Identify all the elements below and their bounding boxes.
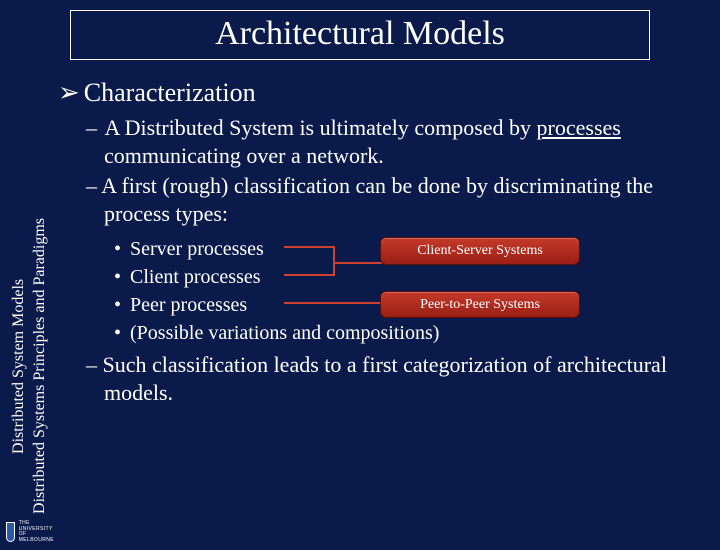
badge-client-server: Client-Server Systems <box>380 237 580 265</box>
slide-content: ➢Characterization – A Distributed System… <box>58 78 702 409</box>
slide-title: Architectural Models <box>71 15 649 53</box>
dash: – <box>86 115 103 140</box>
sub1-underlined: processes <box>537 115 621 140</box>
bullet-3-label: Peer processes <box>130 291 320 319</box>
heading-text: Characterization <box>84 78 256 107</box>
sub-item-3: – Such classification leads to a first c… <box>86 351 702 407</box>
bullet-dot-icon: • <box>114 263 130 291</box>
sidebar-text: Distributed System Models Distributed Sy… <box>9 218 51 514</box>
logo-line1: THE UNIVERSITY OF <box>19 520 53 537</box>
title-bar: Architectural Models <box>70 10 650 60</box>
heading: ➢Characterization <box>58 78 702 108</box>
heading-arrow-icon: ➢ <box>58 78 80 108</box>
sub-list: – A Distributed System is ultimately com… <box>86 114 702 407</box>
bullet-dot-icon: • <box>114 319 130 347</box>
bullet-dot-icon: • <box>114 235 130 263</box>
crest-icon <box>6 522 15 542</box>
university-logo: THE UNIVERSITY OF MELBOURNE <box>6 518 54 546</box>
bullet-1-label: Server processes <box>130 235 320 263</box>
bullet-2-label: Client processes <box>130 263 320 291</box>
sidebar: Distributed System Models Distributed Sy… <box>4 82 56 514</box>
sub1-b: communicating over a network. <box>104 143 384 168</box>
sidebar-line1: Distributed System Models <box>10 278 27 453</box>
sub-item-1: – A Distributed System is ultimately com… <box>86 114 702 170</box>
sidebar-line2: Distributed Systems Principles and Parad… <box>31 218 48 514</box>
sub1-a: A Distributed System is ultimately compo… <box>105 115 537 140</box>
badge-column: Client-Server Systems Peer-to-Peer Syste… <box>380 237 580 345</box>
sub-item-2: – A first (rough) classification can be … <box>86 172 702 228</box>
badge-peer-to-peer: Peer-to-Peer Systems <box>380 291 580 319</box>
bullet-dot-icon: • <box>114 291 130 319</box>
bullet-block: •Server processes •Client processes •Pee… <box>114 235 702 347</box>
